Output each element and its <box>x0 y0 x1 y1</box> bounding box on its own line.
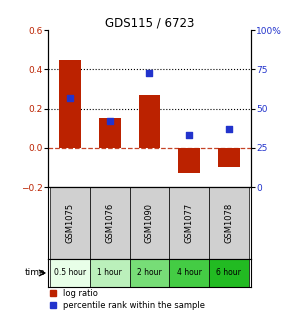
Bar <box>50 259 90 287</box>
Bar <box>90 187 130 259</box>
Text: 2 hour: 2 hour <box>137 268 162 278</box>
Point <box>108 119 112 124</box>
Bar <box>50 187 90 259</box>
Bar <box>218 148 240 167</box>
Point <box>226 126 231 132</box>
Bar <box>169 187 209 259</box>
Bar <box>169 259 209 287</box>
Text: 6 hour: 6 hour <box>216 268 241 278</box>
Title: GDS115 / 6723: GDS115 / 6723 <box>105 16 194 29</box>
Text: GSM1076: GSM1076 <box>105 203 114 243</box>
Bar <box>209 187 248 259</box>
Text: GSM1090: GSM1090 <box>145 203 154 243</box>
Text: time: time <box>25 268 45 278</box>
Text: 4 hour: 4 hour <box>177 268 202 278</box>
Point <box>68 95 72 100</box>
Bar <box>59 60 81 148</box>
Bar <box>130 259 169 287</box>
Bar <box>99 118 121 148</box>
Text: GSM1078: GSM1078 <box>224 203 233 243</box>
Bar <box>209 259 248 287</box>
Text: GSM1075: GSM1075 <box>66 203 75 243</box>
Text: 1 hour: 1 hour <box>97 268 122 278</box>
Point <box>147 70 152 75</box>
Legend: log ratio, percentile rank within the sample: log ratio, percentile rank within the sa… <box>50 289 205 310</box>
Bar <box>90 259 130 287</box>
Point <box>187 133 191 138</box>
Bar <box>178 148 200 173</box>
Bar <box>130 187 169 259</box>
Text: 0.5 hour: 0.5 hour <box>54 268 86 278</box>
Bar <box>139 95 160 148</box>
Text: GSM1077: GSM1077 <box>185 203 194 243</box>
